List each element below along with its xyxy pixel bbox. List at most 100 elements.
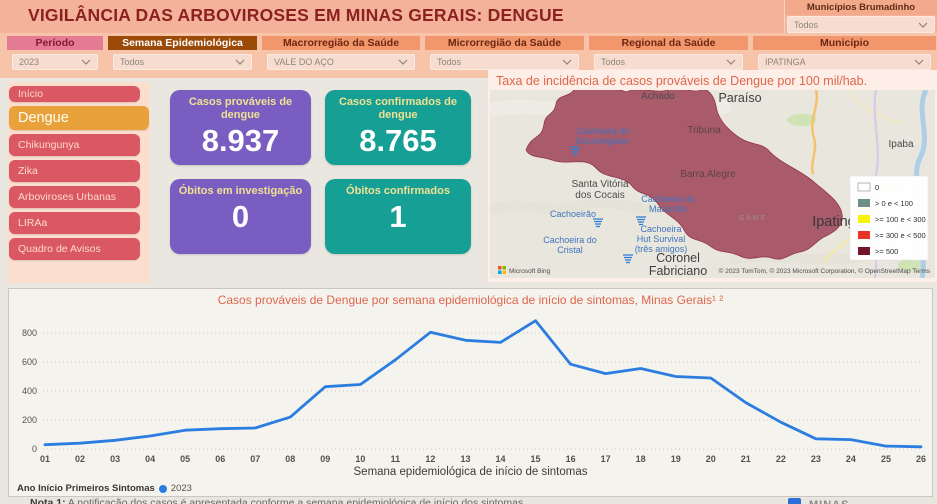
map-place-label: Cachoeira [640,224,681,234]
sidebar-item-quadro-de-avisos[interactable]: Quadro de Avisos [9,238,140,260]
header-bar: VIGILÂNCIA DAS ARBOVIROSES EM MINAS GERA… [0,0,937,33]
chart-legend-series: 2023 [170,483,192,494]
filter-semana: Semana Epidemiológica Todos [108,36,257,78]
x-axis-tick-label: 10 [355,454,365,464]
filter-regional-select[interactable]: Todos [594,54,743,70]
chevron-down-icon [914,59,924,65]
filter-macrorregiao: Macrorregião da Saúde VALE DO AÇO [262,36,420,78]
map-place-label: Hut Survival [637,234,686,244]
map-place-label: dos Cocais [575,190,624,201]
map-place-label: Tribuna [687,125,721,136]
filter-macrorregiao-select[interactable]: VALE DO AÇO [267,54,415,70]
chevron-down-icon [235,59,245,65]
line-chart[interactable]: 0 200 400 600 800 01 02 03 04 05 06 07 08 09 10 11 12 13 1… [11,309,931,469]
legend-swatch [857,182,871,192]
minas-gerais-logo: MINAS [788,498,849,504]
y-axis-tick-label: 400 [21,386,36,396]
filter-macrorregiao-value: VALE DO AÇO [274,57,334,67]
x-axis-tick-label: 21 [740,454,750,464]
map-place-label: (três amigos) [635,244,688,254]
map-place-label: Cachoeirão [550,209,596,219]
x-axis-tick-label: 22 [775,454,785,464]
logo-mark [788,498,801,504]
kpi-value: 0 [231,199,250,234]
map-place-label: Coronel [656,251,700,265]
filter-regional-value: Todos [601,57,626,67]
kpi-value: 8.765 [359,123,437,158]
x-axis-tick-label: 04 [145,454,155,464]
filter-semana-label: Semana Epidemiológica [108,36,257,50]
x-axis-tick-label: 12 [425,454,435,464]
filter-microrregiao-value: Todos [437,57,462,67]
map-attribution-right[interactable]: © 2023 TomTom, © 2023 Microsoft Corporat… [719,267,931,275]
sidebar-item-zika[interactable]: Zika [9,160,140,182]
filter-semana-value: Todos [120,57,145,67]
filter-municipio: Município IPATINGA [753,36,936,78]
kpi-obitos-confirmados: Óbitos confirmados 1 [325,179,471,254]
filter-periodo-value: 2023 [19,57,40,67]
chevron-down-icon [726,59,736,65]
x-axis-tick-label: 08 [285,454,295,464]
map-place-label: Macarrão [649,204,687,214]
series-color-dot [158,484,167,493]
map-legend-item-label: >= 100 e < 300 [875,215,926,224]
x-axis-tick-label: 24 [845,454,855,464]
map-place-label: Cachoeira do [543,235,597,245]
x-axis-tick-label: 19 [670,454,680,464]
incidence-map-panel: Taxa de incidência de casos prováveis de… [488,70,937,282]
chart-legend: Ano Início Primeiros Sintomas 2023 [17,483,932,494]
x-axis-tick-label: 09 [320,454,330,464]
map-title: Taxa de incidência de casos prováveis de… [496,74,868,88]
dengue-line-series[interactable] [43,319,922,449]
map-region-ipatinga[interactable] [525,90,843,260]
x-axis-tick-label: 13 [460,454,470,464]
x-axis-tick-label: 11 [390,454,400,464]
municipios-brumadinho-slicer: Municípios Brumadinho Todos [784,0,937,33]
filter-microrregiao-select[interactable]: Todos [430,54,579,70]
map-place-label: Cachoeira do [576,126,630,136]
map-place-label: Achado [641,91,675,102]
x-axis-tick-label: 23 [810,454,820,464]
x-axis-tick-label: 16 [565,454,575,464]
x-axis-tick-label: 17 [600,454,610,464]
map-road-orange [811,90,819,175]
kpi-title: Casos prováveis de dengue [188,96,293,121]
x-axis-title: Semana epidemiológica de início de sinto… [353,466,588,478]
x-axis-tick-label: 07 [250,454,260,464]
filter-periodo: Período 2023 [7,36,103,78]
filter-municipio-value: IPATINGA [765,57,806,67]
legend-swatch [858,247,870,255]
y-axis-tick-label: 0 [31,444,36,454]
sidebar-item-arboviroses-urbanas[interactable]: Arboviroses Urbanas [9,186,140,208]
x-axis-tick-label: 18 [635,454,645,464]
sidebar-item-chikungunya[interactable]: Chikungunya [9,134,140,156]
filter-municipio-label: Município [753,36,936,50]
map-legend: 0 > 0 e < 100 >= 100 e < 300 >= 300 e < 500… [849,175,929,261]
map-legend-item-label: > 0 e < 100 [875,199,913,208]
map-legend-item-label: 0 [875,183,879,192]
logo-text: MINAS [809,499,849,504]
x-axis-tick-label: 02 [75,454,85,464]
map-place-label: Santa Vitória [571,179,629,190]
filter-semana-select[interactable]: Todos [113,54,252,70]
municipios-brumadinho-label: Municípios Brumadinho [785,0,937,15]
x-axis-tick-label: 20 [705,454,715,464]
chevron-down-icon [918,22,928,28]
kpi-value: 1 [389,199,407,234]
legend-swatch [858,215,870,223]
filter-municipio-select[interactable]: IPATINGA [758,54,931,70]
kpi-title: Óbitos em investigação [178,185,303,197]
kpi-title: Casos confirmados de dengue [339,96,457,121]
sidebar-item-dengue[interactable]: Dengue [9,106,149,130]
legend-swatch [858,231,870,239]
sidebar-item-inicio[interactable]: Início [9,86,140,102]
footnote-text: Nota 1: A notificação dos casos é aprese… [30,497,527,504]
map-place-label: Cachoeira do [641,194,695,204]
x-axis-tick-label: 05 [180,454,190,464]
filter-periodo-select[interactable]: 2023 [12,54,98,70]
sidebar-item-liraa[interactable]: LIRAa [9,212,140,234]
municipios-brumadinho-select[interactable]: Todos [787,16,935,33]
filter-periodo-label: Período [7,36,103,50]
